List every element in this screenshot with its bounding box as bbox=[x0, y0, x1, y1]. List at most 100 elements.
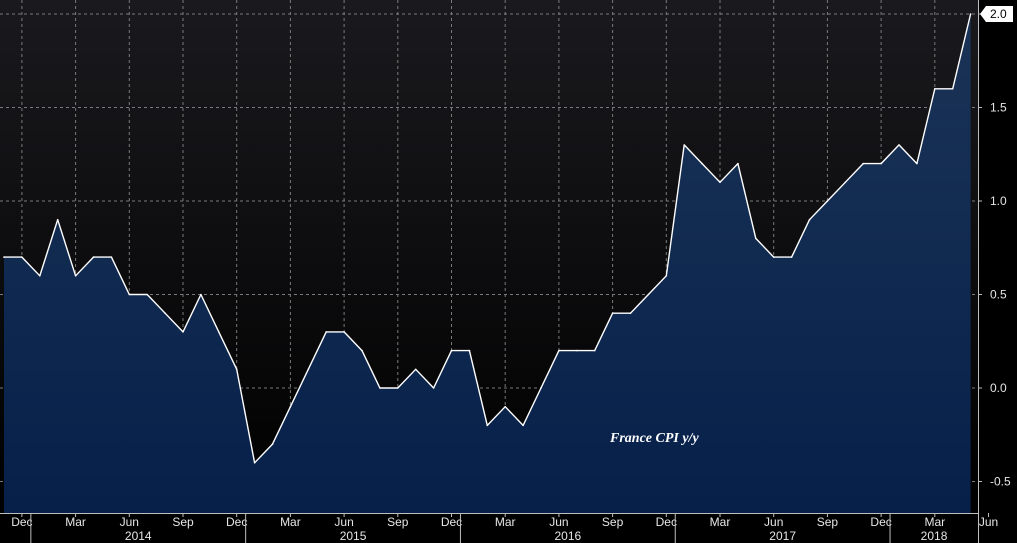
line-segment bbox=[254, 443, 274, 464]
data-point bbox=[737, 162, 739, 165]
x-tick-label: Mar bbox=[280, 515, 301, 529]
x-tick-label: Sep bbox=[172, 515, 194, 529]
cpi-area bbox=[4, 14, 971, 513]
data-point bbox=[826, 200, 829, 202]
data-point bbox=[934, 88, 936, 90]
line-segment bbox=[75, 256, 95, 277]
line-segment bbox=[755, 237, 775, 258]
line-segment bbox=[504, 406, 524, 426]
data-point bbox=[558, 349, 560, 352]
line-segment bbox=[594, 312, 614, 351]
data-point bbox=[755, 237, 757, 240]
line-segment bbox=[343, 331, 363, 352]
data-point bbox=[486, 424, 489, 427]
data-point bbox=[128, 293, 131, 296]
data-point bbox=[92, 256, 95, 258]
line-segment bbox=[665, 144, 685, 276]
line-segment bbox=[146, 294, 166, 314]
data-point bbox=[253, 462, 256, 464]
data-point bbox=[898, 144, 900, 146]
data-point bbox=[56, 218, 59, 221]
line-segment bbox=[826, 181, 846, 202]
data-points bbox=[3, 13, 972, 464]
data-point bbox=[379, 387, 381, 389]
x-tick-label: Dec bbox=[11, 515, 32, 529]
data-point bbox=[951, 88, 954, 90]
x-tick-label: Mar bbox=[924, 515, 945, 529]
data-point bbox=[325, 331, 328, 333]
line-segment bbox=[540, 350, 560, 389]
line-segment bbox=[790, 219, 811, 258]
line-segment bbox=[289, 368, 309, 408]
x-tick-label: Jun bbox=[979, 515, 998, 529]
y-tick-label: 0.0 bbox=[990, 381, 1007, 395]
data-point bbox=[414, 368, 417, 371]
x-tick-label: Jun bbox=[549, 515, 568, 529]
data-point bbox=[844, 181, 847, 184]
line-segment bbox=[39, 219, 59, 277]
y-tick-label: -0.5 bbox=[990, 475, 1011, 489]
data-point bbox=[701, 162, 703, 165]
x-tick-label: Dec bbox=[870, 515, 891, 529]
y-axis: -0.5 0.0 0.5 1.0 1.5 bbox=[978, 0, 1011, 543]
data-point bbox=[504, 405, 507, 408]
line-segment bbox=[486, 406, 506, 426]
x-axis: Dec Mar Jun Sep Dec Mar Jun Sep Dec Mar Jun Sep Dec M… bbox=[0, 513, 998, 543]
data-point bbox=[629, 312, 632, 315]
line-segment bbox=[844, 163, 864, 183]
line-segment bbox=[182, 294, 202, 333]
data-point bbox=[3, 256, 5, 258]
line-segment bbox=[808, 200, 828, 221]
x-tick-label: Dec bbox=[441, 515, 462, 529]
y-tick-label: 0.5 bbox=[990, 288, 1007, 302]
line-segment bbox=[57, 219, 77, 277]
line-segment bbox=[307, 331, 327, 370]
line-segment bbox=[629, 294, 649, 314]
data-point bbox=[307, 368, 310, 371]
data-point bbox=[271, 443, 274, 445]
line-segment bbox=[271, 406, 292, 445]
data-point bbox=[522, 424, 524, 427]
line-segment bbox=[683, 144, 703, 165]
line-segment bbox=[110, 256, 130, 295]
cpi-series bbox=[4, 13, 972, 464]
line-segment bbox=[415, 368, 435, 389]
data-point bbox=[110, 256, 113, 258]
data-point bbox=[235, 368, 238, 371]
x-tick-label: Mar bbox=[710, 515, 731, 529]
line-segment bbox=[898, 144, 918, 165]
data-point bbox=[146, 293, 148, 296]
data-point bbox=[916, 162, 918, 165]
year-label: 2014 bbox=[125, 529, 152, 543]
line-segment bbox=[647, 275, 667, 295]
data-point bbox=[164, 312, 166, 315]
line-segment bbox=[719, 163, 739, 183]
line-segment bbox=[397, 368, 417, 389]
data-point bbox=[611, 312, 614, 315]
last-value-tag-bg bbox=[980, 6, 1013, 22]
x-tick-label: Sep bbox=[817, 515, 839, 529]
year-label: 2017 bbox=[769, 529, 796, 543]
data-point bbox=[772, 256, 775, 258]
data-point bbox=[432, 387, 435, 389]
data-point bbox=[39, 275, 41, 277]
data-point bbox=[808, 218, 811, 221]
line-segment bbox=[916, 88, 936, 164]
data-point bbox=[665, 275, 668, 277]
data-point bbox=[468, 349, 471, 352]
x-tick-label: Mar bbox=[495, 515, 516, 529]
data-point bbox=[540, 387, 542, 389]
line-segment bbox=[468, 350, 488, 426]
line-segment bbox=[361, 350, 381, 389]
line-segment bbox=[737, 163, 757, 239]
data-point bbox=[862, 162, 864, 165]
year-label: 2016 bbox=[554, 529, 581, 543]
data-point bbox=[647, 293, 650, 296]
last-value-tag: 2.0 bbox=[980, 6, 1013, 22]
data-point bbox=[343, 331, 345, 333]
x-tick-label: Jun bbox=[120, 515, 139, 529]
data-point bbox=[74, 275, 77, 277]
y-tick-label: 1.5 bbox=[990, 101, 1007, 115]
data-point bbox=[450, 349, 453, 352]
